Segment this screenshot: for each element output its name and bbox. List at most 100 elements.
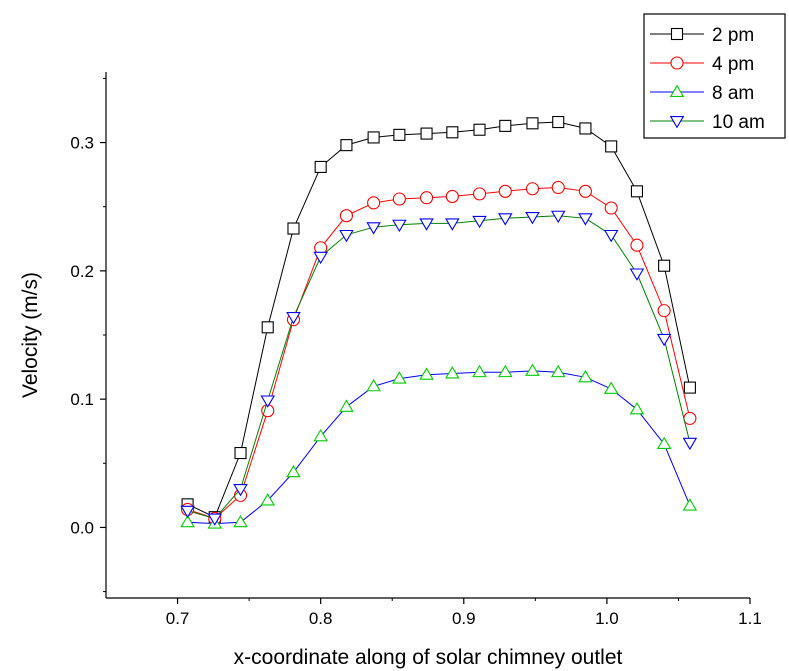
data-point-2-pm xyxy=(287,222,300,235)
legend-label-10-am: 10 am xyxy=(712,112,765,133)
legend-label-8-am: 8 am xyxy=(712,83,754,104)
data-point-4-pm xyxy=(472,187,487,201)
series-line-4-pm xyxy=(187,186,691,520)
series-8-am xyxy=(180,363,698,529)
data-point-10-am xyxy=(578,213,593,226)
y-tick-label: 0.1 xyxy=(70,390,94,409)
data-point-10-am xyxy=(603,229,619,243)
data-point-2-pm xyxy=(499,119,512,132)
data-point-8-am xyxy=(419,367,434,380)
data-point-8-am xyxy=(233,514,248,528)
legend-box xyxy=(643,13,786,139)
data-point-8-am xyxy=(497,364,513,378)
data-point-2-pm xyxy=(683,381,696,394)
series-4-pm xyxy=(181,180,697,526)
y-axis-title: Velocity (m/s) xyxy=(19,272,42,398)
data-point-4-pm xyxy=(630,238,644,252)
data-point-4-pm xyxy=(498,184,512,198)
data-point-4-pm xyxy=(683,411,697,425)
data-point-10-am xyxy=(286,312,301,325)
data-point-10-am xyxy=(180,505,195,519)
data-point-8-am xyxy=(260,493,276,506)
data-point-2-pm xyxy=(367,131,380,144)
data-point-4-pm xyxy=(339,209,353,223)
series-line-2-pm xyxy=(187,121,691,518)
data-point-2-pm xyxy=(234,446,247,460)
data-point-2-pm xyxy=(340,139,353,152)
data-point-8-am xyxy=(578,369,593,383)
data-point-8-am xyxy=(525,363,540,376)
legend-marker-4-pm xyxy=(670,56,684,70)
data-point-8-am xyxy=(445,366,460,379)
data-point-10-am xyxy=(233,483,248,497)
x-tick-label: 1.1 xyxy=(738,609,762,628)
data-point-8-am xyxy=(603,381,619,394)
series-line-8-am xyxy=(187,370,691,525)
data-point-8-am xyxy=(366,378,381,392)
series-2-pm xyxy=(181,115,696,524)
data-point-8-am xyxy=(629,401,645,415)
y-tick-label: 0.3 xyxy=(70,134,94,153)
legend-label-4-pm: 4 pm xyxy=(712,54,754,75)
data-point-2-pm xyxy=(630,185,643,198)
data-point-10-am xyxy=(550,210,566,224)
data-point-8-am xyxy=(472,364,487,378)
y-tick-label: 0.2 xyxy=(70,262,94,281)
data-point-8-am xyxy=(550,364,566,378)
data-point-2-pm xyxy=(446,126,459,139)
data-point-4-pm xyxy=(525,182,540,196)
data-point-8-am xyxy=(392,371,407,384)
data-point-4-pm xyxy=(604,201,618,215)
data-point-10-am xyxy=(525,211,540,225)
y-tick-label: 0.0 xyxy=(70,518,94,537)
series-layer xyxy=(180,115,698,529)
data-point-2-pm xyxy=(579,122,592,135)
data-point-2-pm xyxy=(526,117,539,130)
legend-marker-2-pm xyxy=(670,27,684,41)
data-point-4-pm xyxy=(420,191,434,205)
data-point-4-pm xyxy=(657,304,671,318)
data-point-2-pm xyxy=(393,128,406,141)
x-tick-label: 0.9 xyxy=(452,609,476,628)
data-point-10-am xyxy=(392,219,407,233)
x-axis-title: x-coordinate along of solar chimney outl… xyxy=(234,646,623,669)
data-point-2-pm xyxy=(605,140,618,153)
x-tick-label: 0.8 xyxy=(309,609,333,628)
legend: 2 pm 4 pm 8 am 10 am xyxy=(643,13,786,139)
data-point-8-am xyxy=(313,428,328,442)
data-point-2-pm xyxy=(314,160,327,173)
data-point-2-pm xyxy=(261,321,274,334)
data-point-10-am xyxy=(366,222,381,235)
legend-label-2-pm: 2 pm xyxy=(712,25,754,46)
data-point-2-pm xyxy=(473,123,486,136)
data-point-10-am xyxy=(629,268,645,281)
data-point-8-am xyxy=(180,514,195,528)
data-point-8-am xyxy=(339,399,354,412)
data-point-10-am xyxy=(207,513,223,526)
data-point-2-pm xyxy=(552,115,565,129)
data-point-10-am xyxy=(656,333,672,347)
data-point-8-am xyxy=(682,498,698,511)
legend-marker-8-am xyxy=(669,84,685,97)
data-point-10-am xyxy=(313,251,328,265)
data-point-4-pm xyxy=(392,192,406,206)
data-point-10-am xyxy=(339,229,354,243)
legend-marker-10-am xyxy=(669,116,685,129)
axes: 0.7 0.8 0.9 1.0 1.1 0.0 0.1 0.2 0.3 xyxy=(70,72,762,628)
data-point-2-pm xyxy=(420,127,433,140)
data-point-10-am xyxy=(445,218,460,231)
data-point-4-pm xyxy=(367,196,381,210)
data-point-8-am xyxy=(286,464,301,478)
x-tick-label: 0.7 xyxy=(166,609,190,628)
data-point-4-pm xyxy=(551,180,565,195)
series-line-10-am xyxy=(187,215,691,520)
data-point-10-am xyxy=(497,213,513,226)
data-point-10-am xyxy=(472,215,487,229)
data-point-10-am xyxy=(682,437,698,451)
x-tick-label: 1.0 xyxy=(595,609,619,628)
series-10-am xyxy=(180,210,698,526)
data-point-8-am xyxy=(656,436,672,450)
data-point-2-pm xyxy=(658,259,671,272)
data-point-4-pm xyxy=(445,189,459,203)
